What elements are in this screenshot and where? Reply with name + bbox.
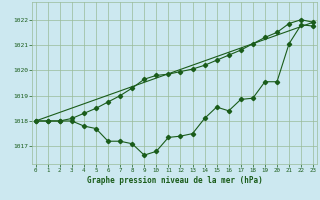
- X-axis label: Graphe pression niveau de la mer (hPa): Graphe pression niveau de la mer (hPa): [86, 176, 262, 185]
